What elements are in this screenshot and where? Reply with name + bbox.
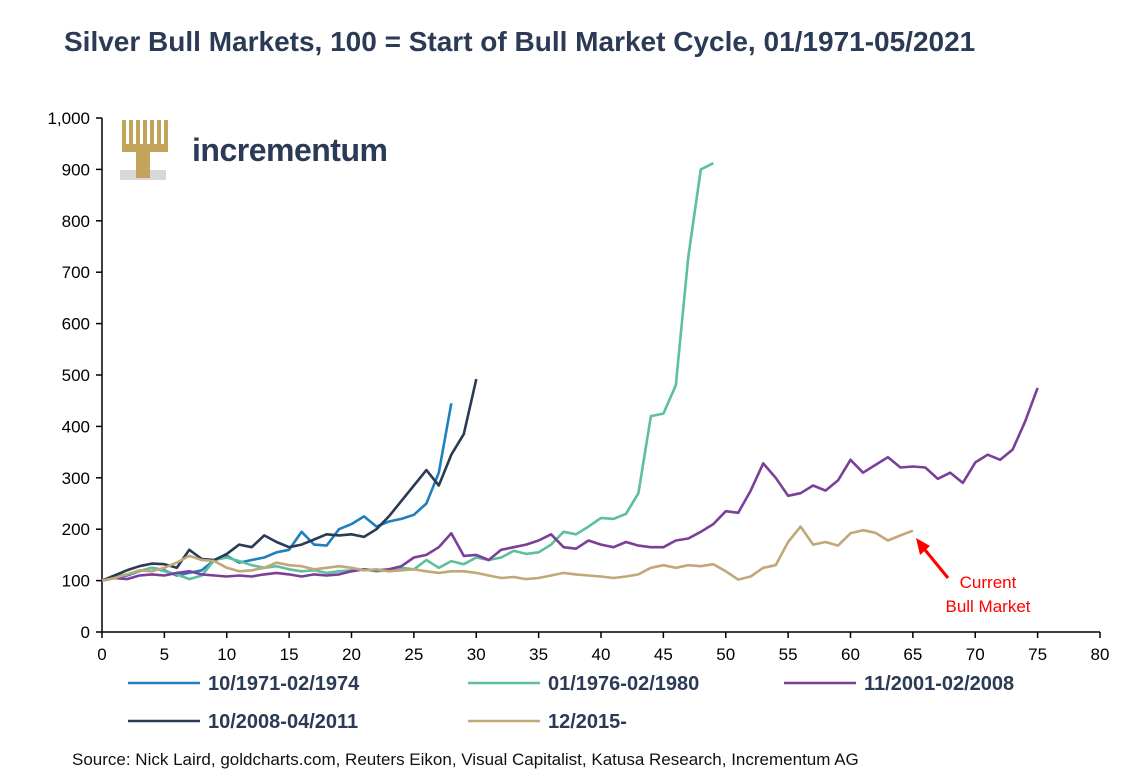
y-tick-label: 800 — [62, 212, 90, 231]
x-tick-label: 35 — [529, 645, 548, 664]
series-line-10/2008-04/2011 — [101, 378, 478, 582]
incrementum-logo: incrementum — [118, 118, 398, 188]
current-bull-market-annotation: Current Bull Market — [916, 538, 1031, 616]
chart-title: Silver Bull Markets, 100 = Start of Bull… — [64, 26, 976, 57]
x-tick-label: 0 — [97, 645, 106, 664]
x-tick-label: 50 — [716, 645, 735, 664]
x-tick-label: 5 — [160, 645, 169, 664]
y-tick-label: 900 — [62, 160, 90, 179]
x-tick-label: 55 — [779, 645, 798, 664]
y-tick-label: 500 — [62, 366, 90, 385]
tree-logo-icon — [120, 120, 168, 180]
legend-label: 11/2001-02/2008 — [864, 673, 1014, 695]
x-tick-label: 20 — [342, 645, 361, 664]
x-tick-label: 10 — [217, 645, 236, 664]
source-note: Source: Nick Laird, goldcharts.com, Reut… — [72, 750, 859, 769]
legend-label: 10/2008-04/2011 — [208, 711, 358, 733]
annotation-line-2: Bull Market — [945, 597, 1030, 616]
x-tick-label: 30 — [467, 645, 486, 664]
y-tick-label: 100 — [62, 572, 90, 591]
x-tick-label: 80 — [1091, 645, 1110, 664]
annotation-line-1: Current — [960, 573, 1017, 592]
x-tick-label: 65 — [903, 645, 922, 664]
y-tick-label: 400 — [62, 417, 90, 436]
legend-label: 10/1971-02/1974 — [208, 673, 360, 695]
chart-legend: 10/1971-02/1974 01/1976-02/1980 11/2001-02… — [128, 673, 1014, 733]
series-line-10/1971-02/1974 — [101, 403, 453, 582]
x-tick-label: 75 — [1028, 645, 1047, 664]
y-tick-label: 300 — [62, 469, 90, 488]
x-tick-label: 45 — [654, 645, 673, 664]
logo-text: incrementum — [192, 132, 388, 168]
y-tick-label: 600 — [62, 315, 90, 334]
y-tick-label: 0 — [81, 623, 90, 642]
legend-label: 12/2015- — [548, 711, 627, 733]
series-line-11/2001-02/2008 — [101, 387, 1039, 582]
legend-label: 01/1976-02/1980 — [548, 673, 699, 695]
x-tick-label: 70 — [966, 645, 985, 664]
x-tick-label: 25 — [404, 645, 423, 664]
y-tick-label: 200 — [62, 520, 90, 539]
chart-axes: 0 100 200 300 400 500 600 700 800 900 1,000 0 5 10 15 2… — [47, 109, 1109, 664]
y-tick-label: 1,000 — [47, 109, 90, 128]
x-tick-label: 60 — [841, 645, 860, 664]
series-line-12/2015- — [101, 525, 914, 582]
annotation-arrow-line — [919, 544, 950, 579]
x-tick-label: 15 — [280, 645, 299, 664]
chart-series — [101, 162, 1039, 582]
y-tick-label: 700 — [62, 263, 90, 282]
x-tick-label: 40 — [592, 645, 611, 664]
annotation-arrowhead — [916, 538, 930, 555]
